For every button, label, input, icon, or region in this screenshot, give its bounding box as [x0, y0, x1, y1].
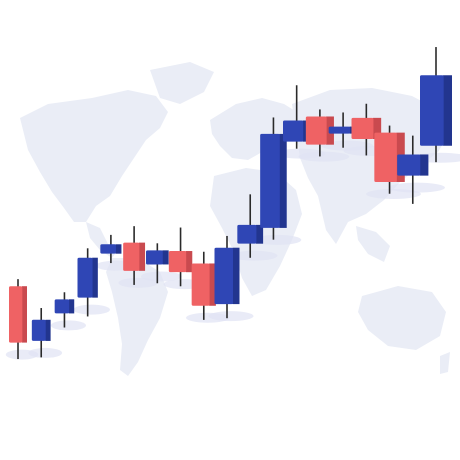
- candle-body-side: [45, 319, 51, 341]
- candle-body: [31, 319, 46, 341]
- candle-body: [191, 263, 210, 306]
- candle-shadow: [50, 320, 87, 331]
- candle-body-side: [279, 133, 287, 228]
- candle-body: [328, 126, 351, 134]
- candle-shadow: [298, 151, 350, 162]
- candle-body: [374, 132, 397, 182]
- bullish-candle: [77, 248, 98, 317]
- candle-body-side: [443, 75, 452, 146]
- candle-shadow: [388, 182, 445, 193]
- candle-body: [168, 251, 187, 273]
- candle-body: [9, 286, 23, 343]
- candle-body: [123, 242, 140, 271]
- candle-shadow: [253, 234, 302, 245]
- candle-body: [214, 247, 233, 305]
- candle-body-side: [255, 224, 264, 244]
- candle-body-side: [92, 257, 98, 298]
- candle-body-side: [68, 299, 75, 314]
- bearish-candle: [123, 226, 146, 285]
- candle-shadow: [231, 250, 278, 261]
- bearish-candle: [351, 103, 382, 156]
- candle-body: [305, 116, 327, 145]
- candle-body-side: [21, 286, 27, 343]
- candle-shadow: [140, 271, 182, 282]
- candle-shadow: [208, 311, 254, 322]
- candle-body-side: [138, 242, 146, 271]
- candle-body-side: [419, 154, 429, 176]
- candle-body-side: [185, 251, 193, 273]
- map-india: [318, 196, 348, 244]
- candle-body: [397, 154, 421, 176]
- candle-body-side: [115, 244, 122, 254]
- candle-body: [351, 117, 374, 139]
- bullish-candle: [54, 292, 75, 328]
- bullish-candle: [420, 47, 452, 163]
- candle-body: [77, 257, 93, 298]
- candle-shadow: [73, 304, 110, 315]
- world-map-icon: [20, 62, 450, 376]
- candles: [9, 47, 452, 360]
- map-north-america: [20, 90, 168, 222]
- candle-shadow: [28, 347, 63, 358]
- candle-body: [237, 224, 257, 244]
- candle-body: [260, 133, 280, 228]
- map-greenland: [150, 62, 214, 104]
- bearish-candle: [191, 251, 216, 320]
- bullish-candle: [237, 194, 264, 258]
- candle-body: [283, 120, 304, 142]
- candle-body-side: [372, 117, 382, 139]
- bullish-candle: [397, 135, 429, 204]
- candle-body-side: [162, 250, 169, 265]
- candle-shadows: [5, 140, 460, 360]
- bullish-candle: [214, 235, 240, 319]
- candle-body-side: [209, 263, 216, 306]
- map-new-zealand: [440, 352, 450, 374]
- bearish-candle: [168, 227, 193, 287]
- map-southeast-asia: [356, 226, 390, 262]
- map-australia: [358, 286, 446, 350]
- map-europe: [210, 98, 300, 160]
- bearish-candle: [9, 279, 27, 360]
- bullish-candle: [100, 234, 122, 264]
- bullish-candle: [260, 117, 287, 240]
- candle-shadow: [118, 277, 158, 288]
- candle-body: [420, 75, 444, 146]
- candle-body: [146, 250, 163, 265]
- candle-body: [54, 299, 70, 314]
- map-south-america: [106, 258, 168, 376]
- candle-body-side: [232, 247, 240, 305]
- bullish-candle: [146, 243, 169, 284]
- bullish-candle: [31, 308, 51, 358]
- candle-body: [100, 244, 116, 254]
